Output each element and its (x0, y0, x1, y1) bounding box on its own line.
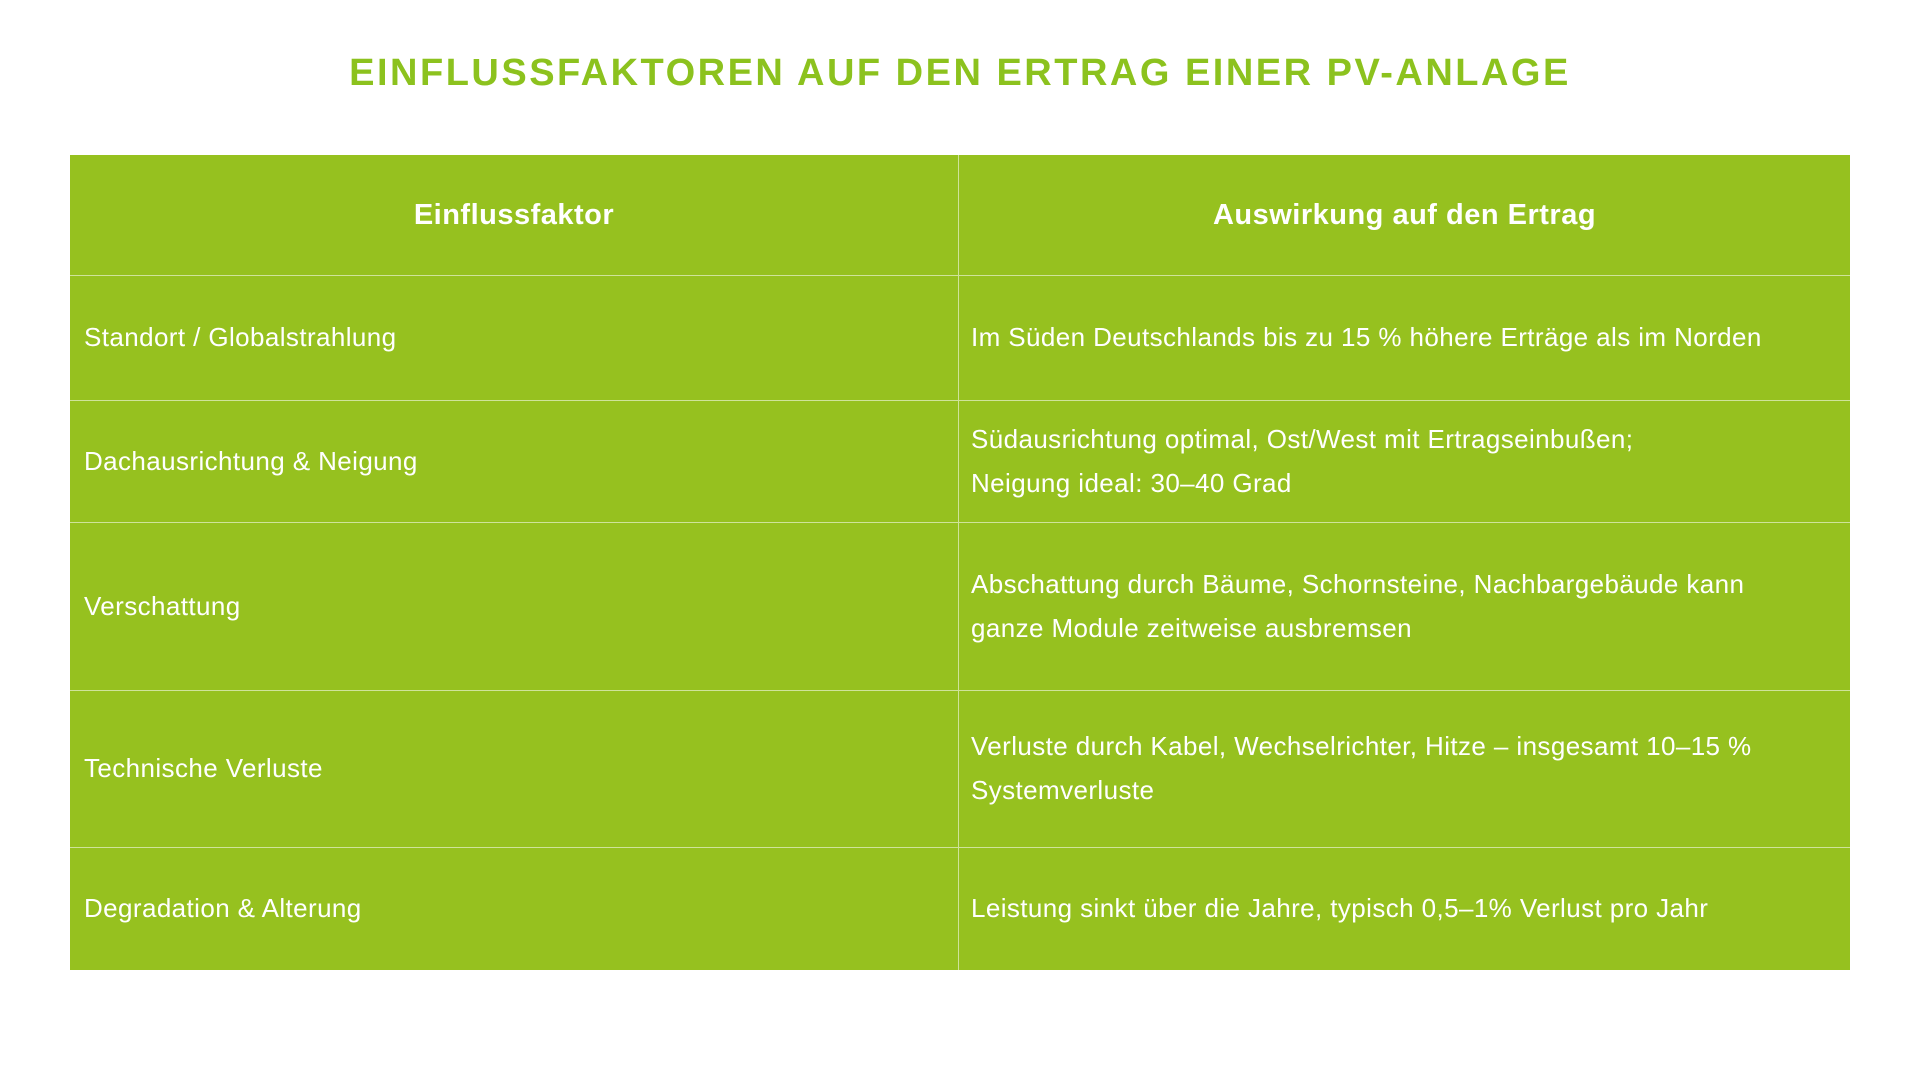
table-row: Dachausrichtung & Neigung Südausrichtung… (70, 400, 1850, 522)
table-row: Degradation & Alterung Leistung sinkt üb… (70, 847, 1850, 970)
factor-cell: Standort / Globalstrahlung (84, 322, 397, 353)
factor-cell: Technische Verluste (84, 753, 323, 784)
column-header-einflussfaktor: Einflussfaktor (413, 198, 615, 231)
factor-cell: Dachausrichtung & Neigung (84, 445, 418, 476)
factor-cell: Verschattung (84, 590, 241, 621)
column-header-auswirkung: Auswirkung auf den Ertrag (958, 155, 1850, 275)
table-header-row: Einflussfaktor Auswirkung auf den Ertrag (70, 155, 1850, 275)
effect-cell: Abschattung durch Bäume, Schornsteine, N… (958, 523, 1850, 690)
effect-cell: Südausrichtung optimal, Ost/West mit Ert… (958, 401, 1850, 522)
table-row: Verschattung Abschattung durch Bäume, Sc… (70, 522, 1850, 690)
effect-cell: Im Süden Deutschlands bis zu 15 % höhere… (958, 276, 1850, 400)
factor-cell: Degradation & Alterung (84, 893, 362, 924)
table-row: Standort / Globalstrahlung Im Süden Deut… (70, 275, 1850, 400)
page-title: EINFLUSSFAKTOREN AUF DEN ERTRAG EINER PV… (349, 52, 1571, 94)
influence-factors-table: Einflussfaktor Auswirkung auf den Ertrag… (70, 155, 1850, 970)
effect-cell: Verluste durch Kabel, Wechselrichter, Hi… (958, 691, 1850, 847)
table-row: Technische Verluste Verluste durch Kabel… (70, 690, 1850, 847)
effect-cell: Leistung sinkt über die Jahre, typisch 0… (958, 848, 1850, 970)
